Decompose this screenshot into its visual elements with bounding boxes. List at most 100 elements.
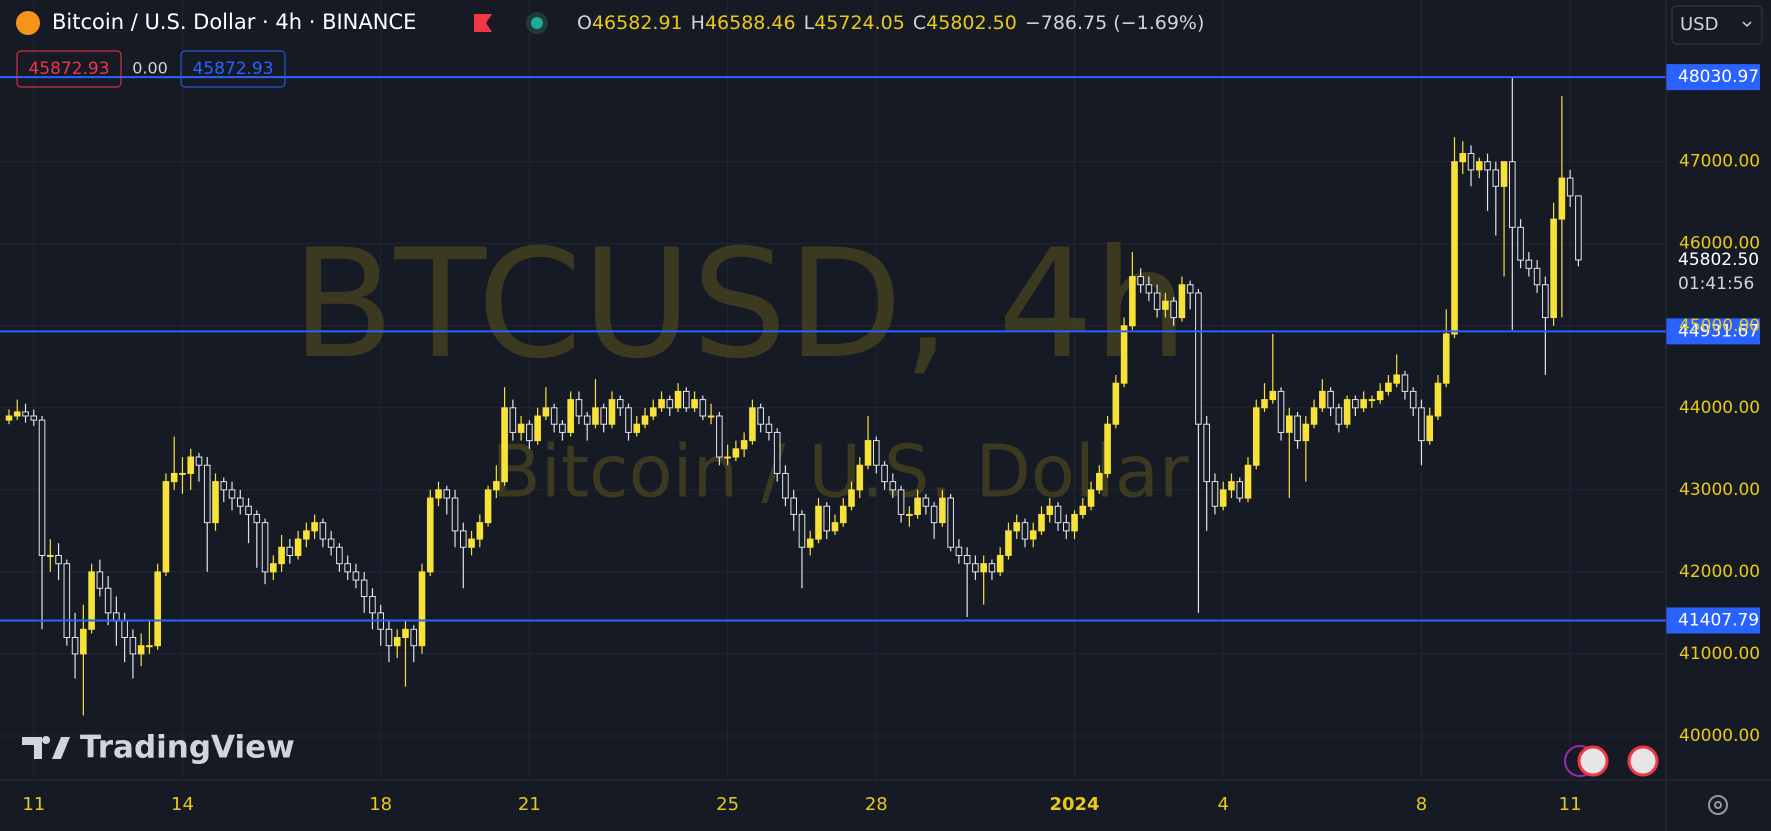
candle-body (955, 546, 963, 556)
candle-body (501, 407, 508, 483)
candle-body (1376, 390, 1384, 401)
candle-body (666, 399, 674, 409)
candle-body (996, 554, 1004, 573)
candle-body (625, 407, 632, 433)
candle-body (1442, 333, 1450, 384)
candle-body (1319, 390, 1326, 409)
candle-body (1401, 374, 1409, 392)
hline-label-box (1666, 64, 1760, 91)
candle-body (1137, 276, 1144, 286)
candle-body (1062, 522, 1070, 532)
candle-body (1418, 407, 1425, 442)
sell-button[interactable] (16, 50, 122, 88)
candle-body (393, 637, 401, 647)
buy-button[interactable] (180, 50, 286, 88)
ohlc: O46582.91 H46588.46 L45724.05 C45802.50 −786… (577, 12, 1204, 34)
candle-body (1170, 300, 1177, 319)
candle-body (897, 489, 905, 515)
candle-body (212, 481, 219, 524)
candle-body (1211, 481, 1219, 507)
candle-body (517, 423, 525, 433)
candle-body (988, 563, 996, 573)
candle-body (327, 538, 335, 548)
candle-body (873, 440, 880, 466)
candle-body (1343, 399, 1351, 425)
candle-body (914, 497, 921, 515)
candle-body (385, 628, 393, 647)
candle-body (1385, 382, 1392, 392)
candle-body (757, 407, 764, 425)
currency-caret (1742, 21, 1752, 28)
candle-body (154, 571, 161, 647)
currency-button[interactable] (1671, 5, 1763, 45)
candle-body (1203, 423, 1211, 483)
candle-body (534, 415, 541, 442)
candle-body (1360, 399, 1367, 409)
candle-body (38, 419, 46, 556)
candle-body (261, 522, 269, 573)
candle-body (1286, 415, 1293, 433)
candle-body (658, 399, 665, 409)
candle-body (906, 513, 913, 516)
candle-body (1542, 284, 1549, 319)
candle-body (1071, 513, 1078, 532)
candle-body (1228, 481, 1235, 491)
settings-icon[interactable] (1708, 795, 1728, 815)
candle-body (369, 595, 376, 614)
y-tick-label: 40000.00 (1679, 726, 1760, 746)
candle-body (972, 563, 979, 573)
candle-body (1459, 152, 1467, 163)
event-icon[interactable] (1627, 745, 1659, 777)
candle-body (1021, 522, 1029, 540)
candle-body (592, 407, 599, 425)
candle-body (1575, 195, 1582, 261)
candle-body (1129, 276, 1136, 327)
flag-icon[interactable] (474, 14, 492, 32)
candle-body (1509, 161, 1516, 228)
y-tick-label: 47000.00 (1679, 152, 1760, 172)
candle-body (1310, 407, 1318, 425)
candle-body (1550, 218, 1557, 319)
candle-body (1252, 407, 1260, 466)
candle-body (559, 423, 566, 433)
candle-body (856, 464, 864, 491)
candle-body (63, 563, 71, 639)
candle-body (790, 497, 798, 515)
candle-body (88, 571, 95, 630)
symbol-icon[interactable] (16, 11, 40, 35)
spread: 0.00 (132, 59, 168, 78)
buy-price[interactable]: 45872.93 (192, 59, 273, 79)
candle-body (286, 546, 294, 556)
overlay: 48030.97 44931.67 41407.79 45802.50 01:41:56 (0, 64, 1760, 634)
ohlc-key: O (577, 12, 592, 34)
candle-body (1533, 267, 1541, 286)
candle-body (1492, 169, 1500, 187)
candle-body (96, 571, 104, 589)
ohlc-key: L (804, 12, 815, 34)
candle-body (649, 407, 657, 417)
candle-body (344, 563, 351, 573)
candle-body (815, 505, 822, 540)
candle-body (881, 464, 888, 483)
last-price-box (1666, 245, 1760, 298)
candle-body (1352, 399, 1359, 409)
symbol-title[interactable]: Bitcoin / U.S. Dollar · 4h · BINANCE (52, 10, 416, 34)
hline-label: 48030.97 (1678, 67, 1759, 87)
candles (5, 77, 1582, 716)
x-tick-label: 14 (171, 794, 194, 815)
candle-body (236, 497, 244, 507)
candle-body (798, 513, 806, 548)
event-icon[interactable] (1577, 745, 1609, 777)
candle-body (691, 399, 698, 409)
candle-body (13, 411, 21, 417)
sell-price[interactable]: 45872.93 (28, 59, 109, 79)
candle-body (1566, 177, 1574, 197)
candle-body (426, 497, 434, 573)
candle-body (1236, 481, 1244, 499)
candle-body (980, 563, 987, 573)
hline-label-box (1666, 318, 1760, 345)
ohlc-key: H (691, 12, 705, 34)
currency[interactable]: USD (1680, 14, 1718, 35)
